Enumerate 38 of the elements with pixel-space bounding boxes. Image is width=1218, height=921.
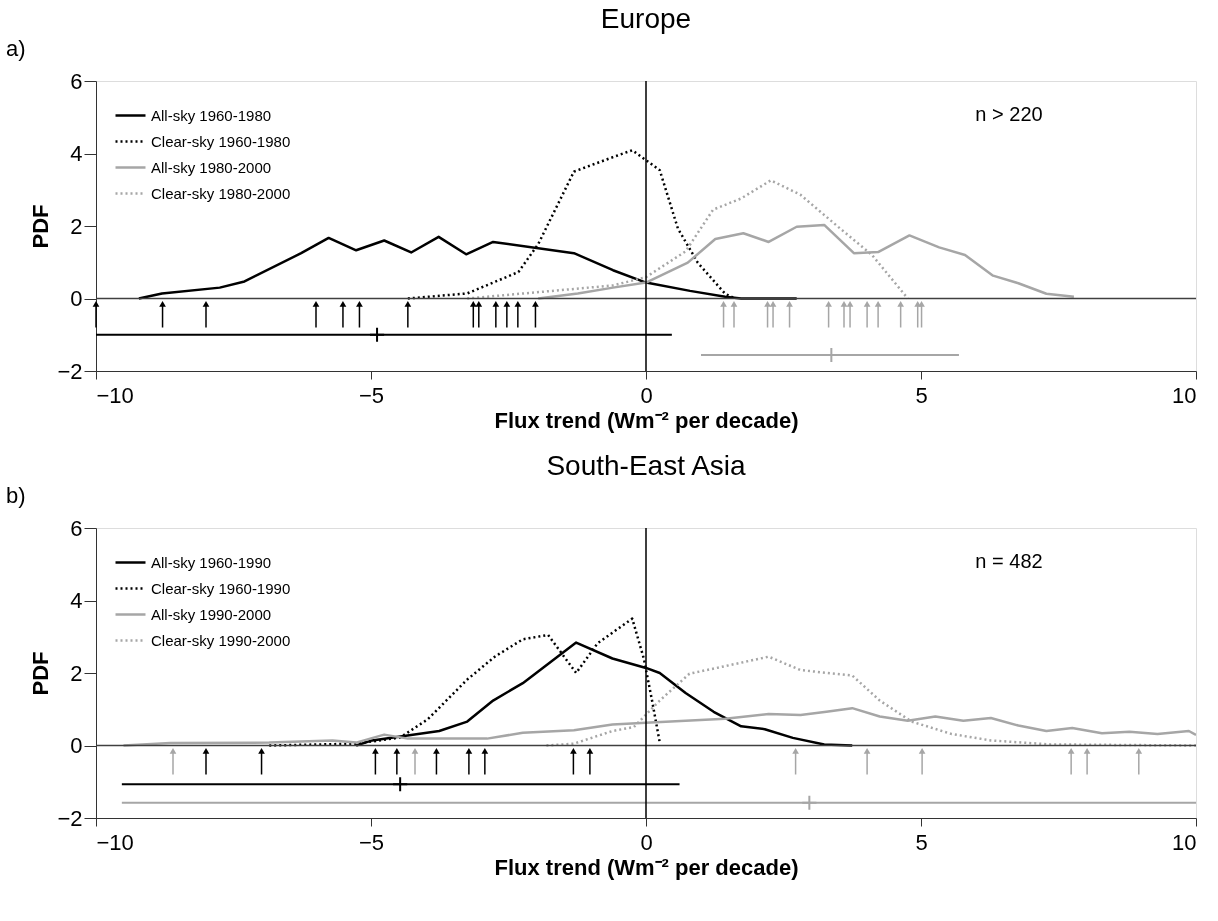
- x-tick-label: 5: [915, 829, 928, 855]
- y-tick-label: 2: [70, 213, 83, 239]
- legend-label: Clear-sky 1960-1980: [151, 132, 291, 150]
- legend-label: Clear-sky 1960-1990: [151, 579, 291, 597]
- x-axis-title: Flux trend (Wm⁻² per decade): [494, 854, 799, 880]
- legend-label: All-sky 1980-2000: [151, 158, 272, 176]
- legend-label: All-sky 1960-1980: [151, 106, 272, 124]
- x-tick-label: −5: [358, 382, 385, 408]
- legend-label: Clear-sky 1980-2000: [151, 184, 291, 202]
- x-tick-label: 10: [1172, 829, 1197, 855]
- y-axis-title: PDF: [28, 204, 54, 249]
- x-tick-label: 10: [1172, 382, 1197, 408]
- y-tick-label: 0: [70, 286, 83, 311]
- y-tick-label: 6: [70, 515, 83, 541]
- y-tick-label: 2: [70, 660, 83, 686]
- legend-label: Clear-sky 1990-2000: [151, 631, 291, 649]
- x-tick-label: −10: [96, 829, 134, 855]
- y-tick-label: 4: [70, 141, 83, 166]
- y-tick-label: −2: [57, 805, 83, 831]
- y-tick-label: 6: [70, 68, 83, 94]
- x-tick-label: 0: [640, 382, 653, 408]
- y-tick-label: 4: [70, 588, 83, 613]
- x-tick-label: 0: [640, 829, 653, 855]
- chart-title: Europe: [600, 3, 692, 34]
- x-axis-title: Flux trend (Wm⁻² per decade): [494, 407, 799, 433]
- y-tick-label: 0: [70, 733, 83, 758]
- y-tick-label: −2: [57, 358, 83, 384]
- text: a): [6, 36, 26, 61]
- x-tick-label: −5: [358, 829, 385, 855]
- text: b): [6, 483, 26, 508]
- annotation: n = 482: [975, 550, 1043, 572]
- x-tick-label: −10: [96, 382, 134, 408]
- x-tick-label: 5: [915, 382, 928, 408]
- chart-title: South-East Asia: [546, 450, 747, 481]
- y-axis-title: PDF: [28, 651, 54, 696]
- legend-label: All-sky 1960-1990: [151, 553, 272, 571]
- annotation: n > 220: [975, 103, 1043, 125]
- legend-label: All-sky 1990-2000: [151, 605, 272, 623]
